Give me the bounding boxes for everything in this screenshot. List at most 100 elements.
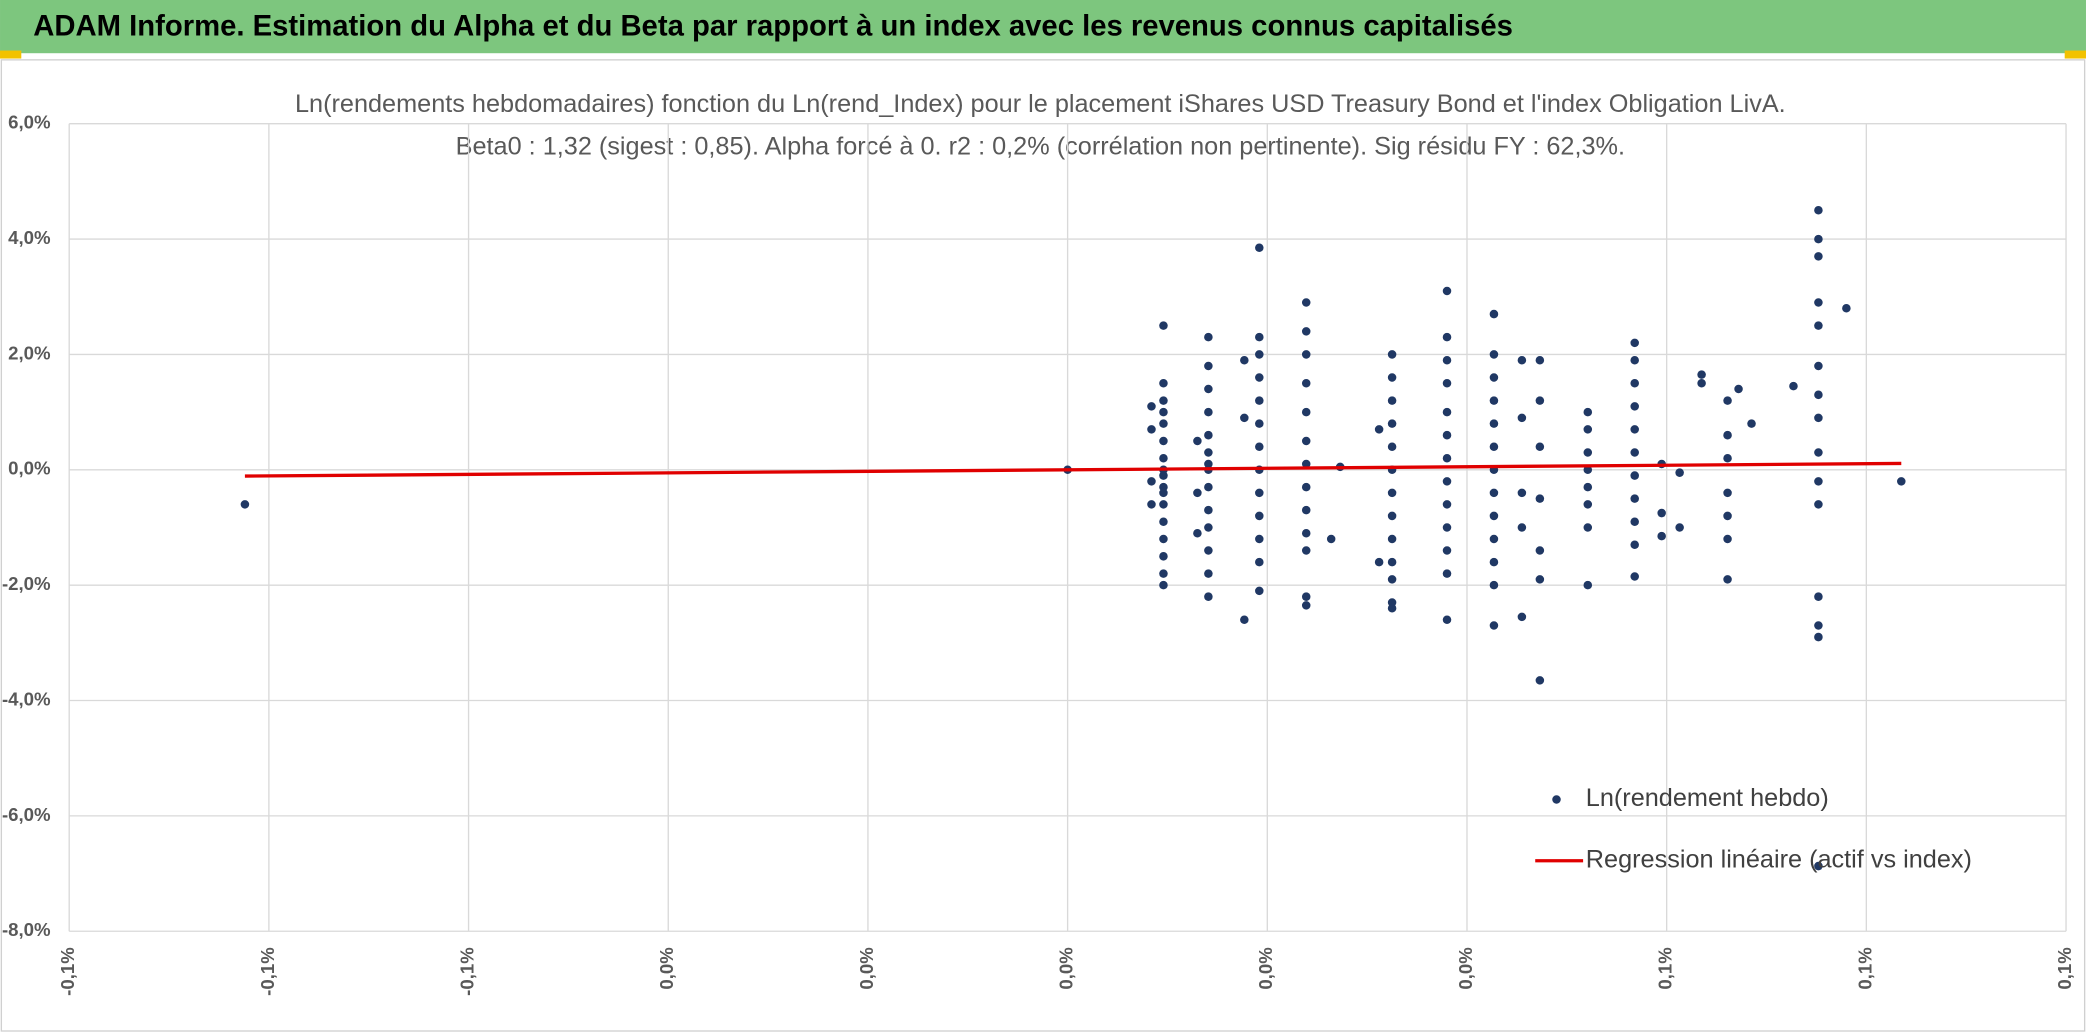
data-point: [1814, 298, 1823, 307]
data-point: [1159, 436, 1168, 446]
data-point: [1204, 459, 1213, 469]
data-point: [1535, 494, 1545, 503]
data-point: [1255, 557, 1264, 567]
data-point: [1193, 528, 1202, 538]
data-point: [1255, 442, 1264, 451]
data-point: [1204, 407, 1213, 417]
chart-title: Ln(rendements hebdomadaires) fonction du…: [295, 90, 1786, 118]
data-point: [1255, 488, 1264, 498]
data-point: [1301, 298, 1311, 307]
y-tick-label: 4,0%: [8, 227, 51, 248]
data-point: [1204, 361, 1213, 371]
data-point: [1442, 615, 1452, 625]
data-point: [1240, 413, 1249, 423]
data-point: [1193, 436, 1202, 446]
data-point: [1535, 676, 1545, 685]
data-point: [1489, 511, 1499, 521]
data-point: [1789, 381, 1798, 391]
data-point: [1814, 448, 1823, 457]
data-point: [1204, 384, 1213, 394]
data-point: [1204, 523, 1213, 532]
x-tick-label: 0,1%: [1655, 947, 1676, 990]
data-point: [1630, 572, 1639, 581]
data-point: [1814, 861, 1823, 871]
data-point: [1630, 402, 1639, 411]
data-point: [1535, 546, 1545, 555]
data-point: [1240, 355, 1249, 365]
data-point: [1442, 569, 1452, 578]
data-point: [1489, 350, 1499, 359]
data-point: [1517, 488, 1527, 498]
x-tick-label: 0,1%: [1854, 947, 1875, 990]
header-bar: [0, 0, 2086, 54]
data-point: [1697, 379, 1706, 388]
x-tick-label: 0,0%: [1455, 947, 1476, 990]
data-point: [1535, 575, 1545, 584]
data-point: [1814, 321, 1823, 330]
data-point: [1630, 338, 1639, 348]
data-point: [1387, 603, 1397, 613]
data-point: [1387, 442, 1397, 451]
data-point: [1255, 511, 1264, 521]
data-point: [1301, 459, 1311, 469]
data-point: [1489, 621, 1499, 630]
data-point: [1387, 534, 1397, 544]
data-point: [1583, 448, 1593, 457]
data-point: [1204, 592, 1213, 601]
data-point: [1147, 402, 1156, 411]
data-point: [1489, 534, 1499, 544]
data-point: [1147, 500, 1156, 509]
data-point: [1489, 580, 1499, 590]
data-point: [1159, 552, 1168, 561]
data-point: [1489, 309, 1499, 319]
data-point: [1442, 286, 1452, 296]
data-point: [1814, 500, 1823, 509]
data-point: [1255, 396, 1264, 405]
data-point: [1489, 396, 1499, 405]
legend-label: Ln(rendement hebdo): [1586, 784, 1829, 812]
data-point: [1657, 531, 1666, 541]
data-point: [1301, 601, 1311, 610]
data-point: [1814, 252, 1823, 261]
chart-area: [0, 59, 2086, 1032]
y-tick-label: -6,0%: [2, 804, 51, 825]
legend-marker: [1552, 795, 1561, 804]
data-point: [1204, 430, 1213, 440]
y-tick-label: 2,0%: [8, 342, 51, 363]
data-point: [1301, 379, 1311, 388]
data-point: [1159, 534, 1168, 544]
data-point: [1814, 390, 1823, 400]
data-point: [1387, 350, 1397, 359]
data-point: [1583, 465, 1593, 475]
data-point: [1159, 419, 1168, 428]
data-point: [1147, 477, 1156, 486]
data-point: [1255, 332, 1264, 342]
x-tick-label: -0,1%: [57, 947, 78, 996]
data-point: [1489, 373, 1499, 382]
data-point: [1747, 419, 1756, 428]
data-point: [1489, 419, 1499, 428]
data-point: [1301, 482, 1311, 492]
data-point: [1159, 488, 1168, 498]
data-point: [1301, 327, 1311, 336]
data-point: [1583, 407, 1593, 417]
data-point: [1301, 407, 1311, 417]
data-point: [1442, 430, 1452, 440]
data-point: [1630, 540, 1639, 550]
data-point: [1442, 454, 1452, 463]
y-tick-label: 6,0%: [8, 112, 51, 133]
data-point: [1723, 396, 1732, 405]
data-point: [1387, 557, 1397, 567]
x-tick-label: -0,1%: [257, 947, 278, 996]
data-point: [1301, 592, 1311, 601]
data-point: [1374, 557, 1384, 567]
data-point: [1630, 494, 1639, 503]
data-point: [1387, 373, 1397, 382]
data-point: [1159, 321, 1168, 330]
data-point: [1842, 304, 1851, 313]
data-point: [1301, 436, 1311, 446]
data-point: [1814, 234, 1823, 244]
corner-mark: [0, 50, 22, 59]
data-point: [1583, 482, 1593, 492]
data-point: [1630, 425, 1639, 434]
